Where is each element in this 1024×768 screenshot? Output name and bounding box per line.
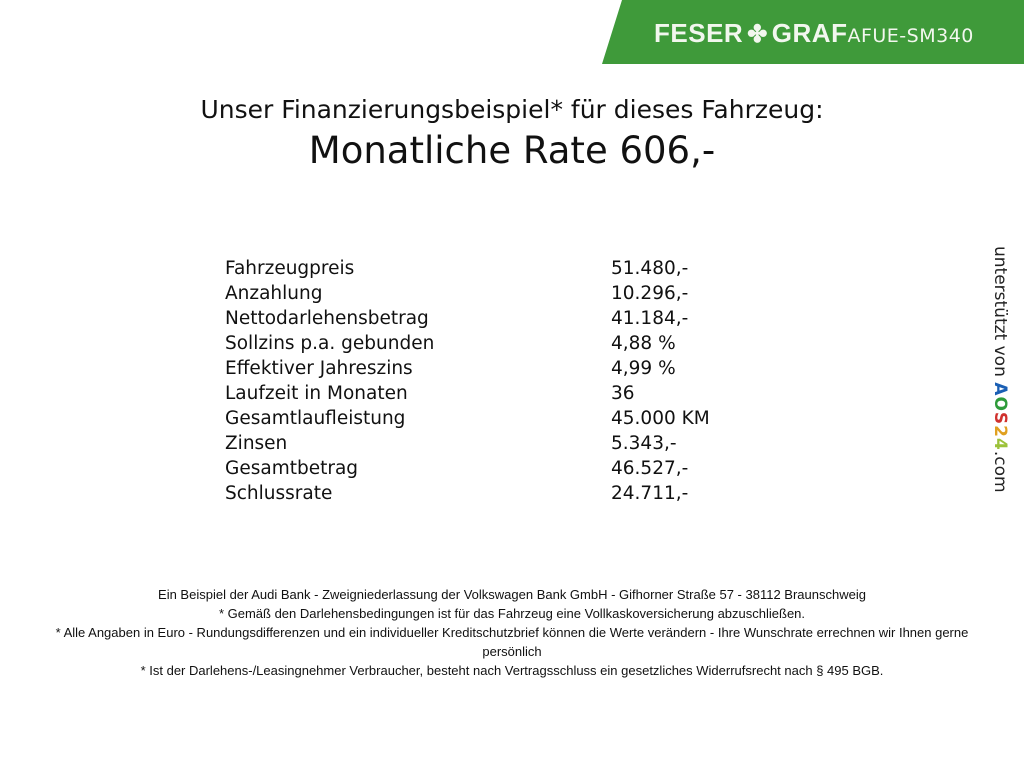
clover-icon: ✤ xyxy=(747,21,768,48)
row-value: 10.296,- xyxy=(611,283,689,304)
table-row: Effektiver Jahreszins 4,99 % xyxy=(225,358,825,383)
table-row: Gesamtlaufleistung 45.000 KM xyxy=(225,408,825,433)
table-row: Laufzeit in Monaten 36 xyxy=(225,383,825,408)
row-value: 24.711,- xyxy=(611,483,689,504)
supported-by-text: unterstützt von xyxy=(990,246,1010,377)
brand-name-2: GRAF xyxy=(771,18,848,48)
dealer-logo: FESER ✤ GRAFAFUE-SM340 xyxy=(654,18,974,49)
row-label: Anzahlung xyxy=(225,283,323,304)
row-value: 4,88 % xyxy=(611,333,676,354)
row-label: Effektiver Jahreszins xyxy=(225,358,413,379)
table-row: Schlussrate 24.711,- xyxy=(225,483,825,508)
table-row: Anzahlung 10.296,- xyxy=(225,283,825,308)
row-value: 4,99 % xyxy=(611,358,676,379)
row-value: 51.480,- xyxy=(611,258,689,279)
table-row: Fahrzeugpreis 51.480,- xyxy=(225,258,825,283)
row-label: Gesamtbetrag xyxy=(225,458,359,479)
row-label: Sollzins p.a. gebunden xyxy=(225,333,435,354)
page-title: Unser Finanzierungsbeispiel* für dieses … xyxy=(200,95,824,124)
dealer-banner xyxy=(602,0,1024,64)
vehicle-code: AFUE-SM340 xyxy=(847,25,974,47)
table-row: Nettodarlehensbetrag 41.184,- xyxy=(225,308,825,333)
footer-line: * Ist der Darlehens-/Leasingnehmer Verbr… xyxy=(140,663,884,678)
row-value: 46.527,- xyxy=(611,458,689,479)
table-row: Gesamtbetrag 46.527,- xyxy=(225,458,825,483)
row-label: Laufzeit in Monaten xyxy=(225,383,408,404)
supported-by: unterstützt von AOS24.com xyxy=(990,246,1010,493)
row-label: Fahrzeugpreis xyxy=(225,258,355,279)
aos24-logo: AOS24 xyxy=(990,382,1010,451)
row-value: 36 xyxy=(611,383,635,404)
monthly-rate: Monatliche Rate 606,- xyxy=(308,129,716,172)
row-value: 45.000 KM xyxy=(611,408,710,429)
row-label: Schlussrate xyxy=(225,483,333,504)
table-row: Sollzins p.a. gebunden 4,88 % xyxy=(225,333,825,358)
table-row: Zinsen 5.343,- xyxy=(225,433,825,458)
footer-line: * Gemäß den Darlehensbedingungen ist für… xyxy=(218,606,806,621)
supported-by-suffix: .com xyxy=(990,450,1010,493)
row-label: Gesamtlaufleistung xyxy=(225,408,406,429)
footer-line: * Alle Angaben in Euro - Rundungsdiffere… xyxy=(55,625,969,659)
finance-table: Fahrzeugpreis 51.480,- Anzahlung 10.296,- … xyxy=(225,258,825,508)
row-value: 5.343,- xyxy=(611,433,677,454)
legal-footer: Ein Beispiel der Audi Bank - Zweignieder… xyxy=(40,585,984,680)
brand-name: FESER xyxy=(654,18,744,48)
row-label: Nettodarlehensbetrag xyxy=(225,308,429,329)
row-value: 41.184,- xyxy=(611,308,689,329)
footer-line: Ein Beispiel der Audi Bank - Zweignieder… xyxy=(158,587,866,602)
row-label: Zinsen xyxy=(225,433,288,454)
